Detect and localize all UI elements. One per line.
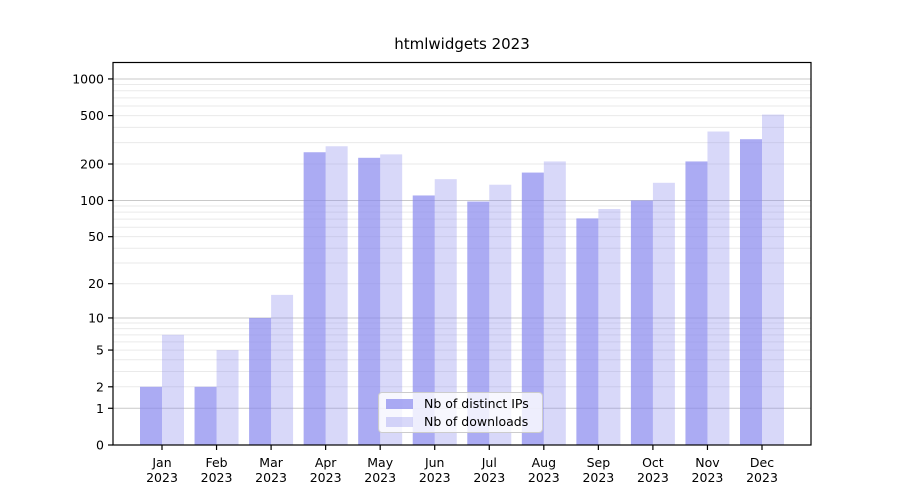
x-tick-label-year: 2023: [255, 470, 287, 485]
bar-distinct-ips-jan: [140, 386, 162, 445]
bar-downloads-feb: [216, 350, 239, 445]
bar-downloads-jan: [162, 334, 184, 445]
bar-distinct-ips-mar: [249, 317, 272, 445]
bar-downloads-oct: [652, 182, 675, 445]
bar-downloads-jun: [434, 179, 457, 446]
x-tick-label-year: 2023: [310, 470, 342, 485]
bar-downloads-sep: [598, 208, 621, 445]
bar-downloads-apr: [325, 146, 348, 446]
y-tick-label: 500: [80, 108, 104, 123]
x-tick-label-month: Sep: [587, 455, 611, 470]
x-tick-label-month: Jul: [481, 455, 497, 470]
y-tick-label: 1000: [72, 71, 104, 86]
bar-downloads-jul: [489, 184, 512, 445]
x-tick-label-year: 2023: [746, 470, 778, 485]
x-tick-label-year: 2023: [528, 470, 560, 485]
bar-distinct-ips-apr: [303, 152, 326, 445]
y-tick-label: 10: [88, 310, 104, 325]
bar-distinct-ips-aug: [521, 172, 544, 446]
y-tick-label: 200: [80, 157, 104, 172]
x-tick-label-month: Jun: [424, 455, 445, 470]
legend: Nb of distinct IPs Nb of downloads: [378, 392, 543, 433]
x-tick-label-month: Aug: [532, 455, 556, 470]
y-tick-label: 50: [88, 229, 104, 244]
x-tick-label-month: Jan: [151, 455, 171, 470]
x-tick-label-year: 2023: [637, 470, 669, 485]
y-tick-label: 20: [88, 276, 104, 291]
bar-distinct-ips-oct: [630, 200, 653, 445]
bar-downloads-dec: [762, 114, 784, 446]
bar-distinct-ips-dec: [740, 139, 762, 445]
plot-border: [112, 61, 812, 446]
x-tick-label-month: Mar: [259, 455, 283, 470]
y-tick-label: 100: [80, 193, 104, 208]
legend-label-downloads: Nb of downloads: [424, 414, 529, 429]
bar-distinct-ips-nov: [685, 161, 708, 445]
legend-item-distinct-ips: Nb of distinct IPs: [386, 396, 542, 411]
y-tick-label: 5: [96, 343, 104, 358]
bar-distinct-ips-feb: [194, 386, 217, 445]
bar-distinct-ips-sep: [576, 218, 599, 445]
y-tick-label: 2: [96, 379, 104, 394]
y-tick-label: 0: [96, 438, 104, 453]
x-tick-label-year: 2023: [582, 470, 614, 485]
x-tick-label-month: Dec: [750, 455, 774, 470]
x-tick-label-year: 2023: [473, 470, 505, 485]
x-tick-label-year: 2023: [364, 470, 396, 485]
bar-downloads-nov: [707, 131, 730, 445]
chart-title: htmlwidgets 2023: [394, 35, 530, 53]
bar-distinct-ips-jun: [412, 195, 435, 445]
x-tick-label-year: 2023: [146, 470, 178, 485]
bar-downloads-mar: [271, 294, 294, 445]
legend-label-distinct-ips: Nb of distinct IPs: [424, 396, 529, 411]
x-tick-label-year: 2023: [692, 470, 724, 485]
bar-distinct-ips-jul: [467, 201, 490, 445]
y-tick-label: 1: [96, 401, 104, 416]
x-tick-label-month: Oct: [642, 455, 664, 470]
x-tick-label-month: Apr: [315, 455, 337, 470]
legend-swatch-downloads: [386, 416, 413, 427]
bar-distinct-ips-may: [358, 157, 381, 445]
bar-downloads-aug: [543, 161, 566, 445]
x-tick-label-year: 2023: [201, 470, 233, 485]
legend-swatch-distinct-ips: [386, 398, 413, 409]
x-tick-label-month: Nov: [695, 455, 720, 470]
x-tick-label-month: May: [367, 455, 393, 470]
x-tick-label-year: 2023: [419, 470, 451, 485]
x-tick-label-month: Feb: [205, 455, 227, 470]
bar-downloads-may: [380, 154, 403, 445]
legend-item-downloads: Nb of downloads: [386, 414, 542, 429]
